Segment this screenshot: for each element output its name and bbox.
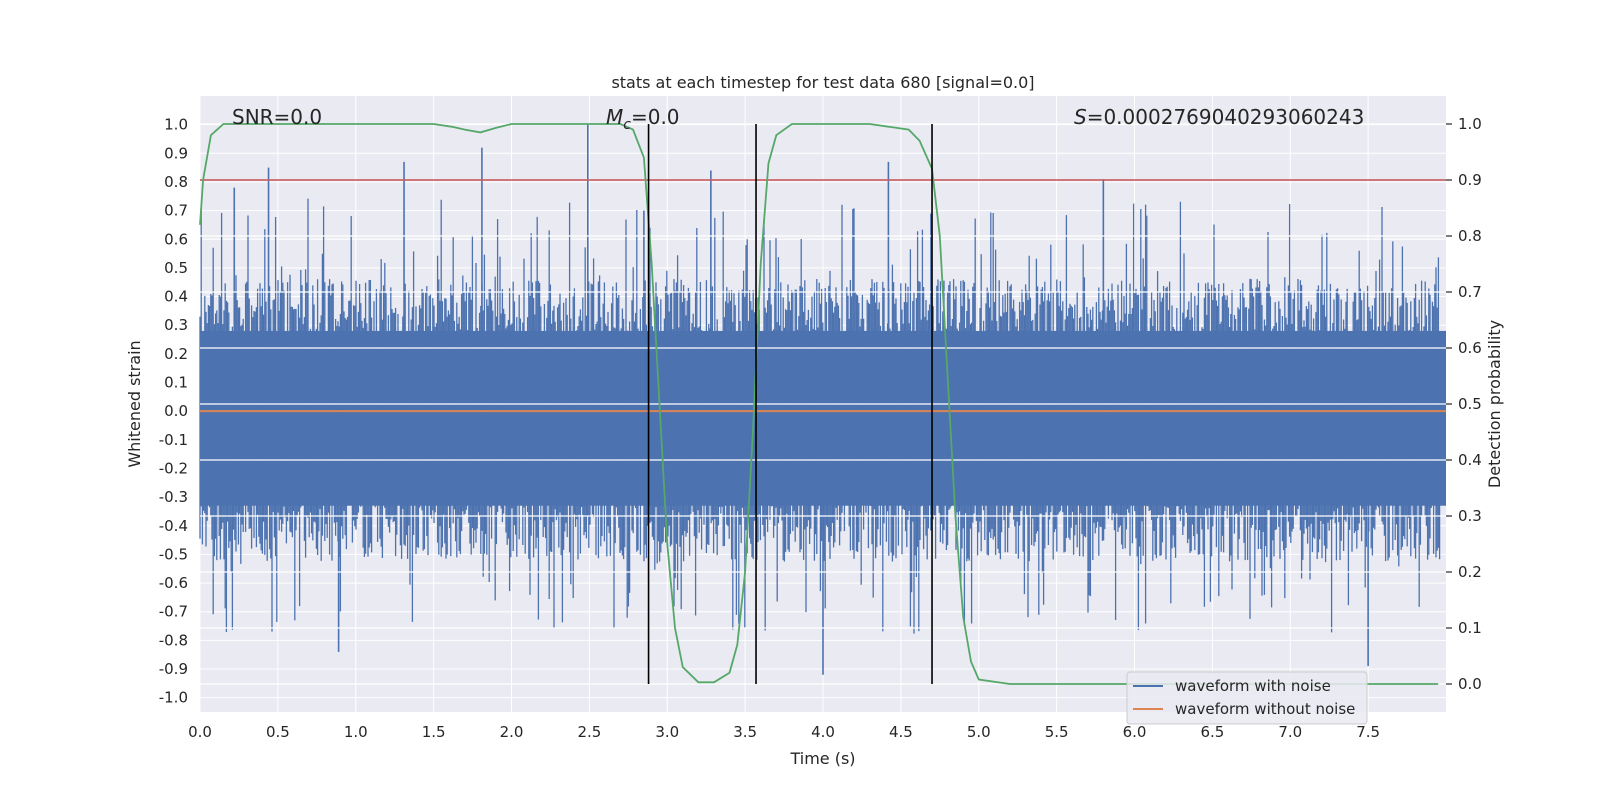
y-right-tick-label-7: 0.3 xyxy=(1458,507,1482,525)
x-tick-label-14: 7.0 xyxy=(1278,723,1302,741)
s-symbol: S xyxy=(1074,105,1087,129)
chart-title: stats at each timestep for test data 680… xyxy=(611,73,1034,92)
x-tick-label-15: 7.5 xyxy=(1356,723,1380,741)
vertical-markers xyxy=(647,124,933,684)
y-right-tick-label-4: 0.6 xyxy=(1458,339,1482,357)
y-right-tick-label-1: 0.9 xyxy=(1458,171,1482,189)
y-left-tick-label-3: 0.7 xyxy=(164,202,188,220)
legend: waveform with noise waveform without noi… xyxy=(1126,671,1368,725)
x-tick-label-10: 5.0 xyxy=(967,723,991,741)
x-tick-label-2: 1.0 xyxy=(344,723,368,741)
y-left-tick-label-16: -0.6 xyxy=(159,574,188,592)
y-right-tick-label-10: 0.0 xyxy=(1458,675,1482,693)
x-tick-label-6: 3.0 xyxy=(655,723,679,741)
x-tick-label-7: 3.5 xyxy=(733,723,757,741)
y-left-tick-label-4: 0.6 xyxy=(164,230,188,248)
x-axis-label: Time (s) xyxy=(789,749,855,768)
probability-line xyxy=(199,123,1439,685)
y-left-tick-label-7: 0.3 xyxy=(164,316,188,334)
noise-series xyxy=(199,124,1446,675)
x-tick-label-0: 0.0 xyxy=(188,723,212,741)
y-left-tick-label-2: 0.8 xyxy=(164,173,188,191)
y-right-tick-label-6: 0.4 xyxy=(1458,451,1482,469)
y-left-tick-label-9: 0.1 xyxy=(164,374,188,392)
y-left-tick-label-19: -0.9 xyxy=(159,660,188,678)
mc-subscript: c xyxy=(623,117,631,133)
legend-box xyxy=(1126,671,1368,725)
y-left-tick-label-20: -1.0 xyxy=(159,689,188,707)
x-tick-label-8: 4.0 xyxy=(811,723,835,741)
y-left-tick-label-0: 1.0 xyxy=(164,116,188,134)
x-tick-label-1: 0.5 xyxy=(266,723,290,741)
x-tick-label-11: 5.5 xyxy=(1045,723,1069,741)
y-right-tick-label-9: 0.1 xyxy=(1458,619,1482,637)
y-axis-label-right: Detection probability xyxy=(1485,320,1504,488)
x-tick-label-13: 6.5 xyxy=(1200,723,1224,741)
x-tick-label-9: 4.5 xyxy=(889,723,913,741)
y-left-tick-label-18: -0.8 xyxy=(159,631,188,649)
y-left-tick-label-1: 0.9 xyxy=(164,144,188,162)
mc-symbol: M xyxy=(606,105,623,129)
y-left-tick-label-11: -0.1 xyxy=(159,431,188,449)
y-right-tick-label-8: 0.2 xyxy=(1458,563,1482,581)
mc-value: =0.0 xyxy=(631,105,680,129)
y-left-tick-label-13: -0.3 xyxy=(159,488,188,506)
y-left-tick-label-5: 0.5 xyxy=(164,259,188,277)
x-tick-label-5: 2.5 xyxy=(577,723,601,741)
x-tick-label-4: 2.0 xyxy=(500,723,524,741)
x-tick-label-12: 6.0 xyxy=(1123,723,1147,741)
y-right-tick-label-5: 0.5 xyxy=(1458,395,1482,413)
legend-label-clean: waveform without noise xyxy=(1175,700,1355,718)
y-left-tick-label-15: -0.5 xyxy=(159,545,188,563)
y-axis-label-left: Whitened strain xyxy=(125,340,144,467)
s-annotation: S=0.0002769040293060243 xyxy=(1074,105,1364,129)
y-left-tick-label-10: 0.0 xyxy=(164,402,188,420)
x-ticks: 0.0 0.5 1.0 1.5 2.0 2.5 3.0 3.5 4.0 4.5 5.0 5.5 6.0 6… xyxy=(188,723,1380,741)
y-left-tick-label-6: 0.4 xyxy=(164,288,188,306)
y-right-tick-label-2: 0.8 xyxy=(1458,227,1482,245)
mc-annotation: Mc=0.0 xyxy=(606,105,680,133)
y-left-tick-label-12: -0.2 xyxy=(159,459,188,477)
y-left-tick-label-8: 0.2 xyxy=(164,345,188,363)
x-tick-label-3: 1.5 xyxy=(422,723,446,741)
y-right-tick-label-0: 1.0 xyxy=(1458,115,1482,133)
y-right-tick-label-3: 0.7 xyxy=(1458,283,1482,301)
y-left-tick-label-17: -0.7 xyxy=(159,603,188,621)
s-value: =0.0002769040293060243 xyxy=(1087,105,1365,129)
y-left-ticks: 1.0 0.9 0.8 0.7 0.6 0.5 0.4 0.3 0.2 0.1 0.0 -0.1 -0.… xyxy=(159,116,188,707)
snr-annotation: SNR=0.0 xyxy=(232,105,322,129)
legend-label-noise: waveform with noise xyxy=(1175,677,1331,695)
y-left-tick-label-14: -0.4 xyxy=(159,517,188,535)
y-right-ticks: 1.0 0.9 0.8 0.7 0.6 0.5 0.4 0.3 0.2 0.1 0.0 xyxy=(1446,115,1482,693)
